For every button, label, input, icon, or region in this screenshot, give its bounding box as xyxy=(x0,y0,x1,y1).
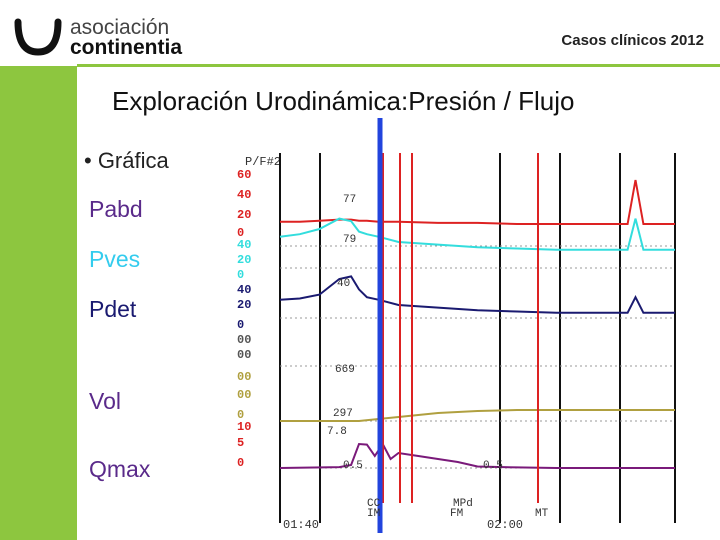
axis-tick-label: 00 xyxy=(237,388,251,402)
event-label: FM xyxy=(450,508,463,520)
chart-annotation: 297 xyxy=(333,408,353,420)
axis-tick-label: 0 xyxy=(237,268,244,282)
header-title: Casos clínicos 2012 xyxy=(561,32,704,49)
chart-annotation: 77 xyxy=(343,194,356,206)
urodynamic-chart: P/F#2 6040200402004020000000000010507779… xyxy=(237,118,676,533)
axis-tick-label: 0 xyxy=(237,226,244,240)
bullet-grafica: • Gráfica xyxy=(84,148,169,173)
axis-tick-label: 0 xyxy=(237,318,244,332)
logo-text-line2: continentia xyxy=(70,36,182,58)
axis-tick-label: 20 xyxy=(237,208,251,222)
x-tick-label: 01:40 xyxy=(283,518,319,532)
series-line-qmax xyxy=(279,442,675,469)
axis-tick-label: 00 xyxy=(237,333,251,347)
series-line-pdet xyxy=(279,275,675,314)
axis-tick-label: 00 xyxy=(237,348,251,362)
series-line-vol xyxy=(280,409,675,422)
event-label: CC xyxy=(367,498,381,510)
label-pdet: Pdet xyxy=(89,296,137,322)
chart-annotation: 7.8 xyxy=(327,426,347,438)
chart-header-label: P/F#2 xyxy=(245,155,281,169)
axis-tick-label: 10 xyxy=(237,420,251,434)
label-vol: Vol xyxy=(89,388,121,414)
axis-tick-label: 60 xyxy=(237,168,251,182)
chart-annotation: 0.5 xyxy=(343,460,363,472)
continentia-logo: asociación continentia xyxy=(14,16,182,58)
x-tick-label: 02:00 xyxy=(487,518,523,532)
axis-tick-label: 40 xyxy=(237,188,251,202)
axis-tick-label: 5 xyxy=(237,436,244,450)
axis-tick-label: 40 xyxy=(237,283,251,297)
axis-tick-label: 20 xyxy=(237,298,251,312)
chart-annotation: 40 xyxy=(337,278,350,290)
axis-tick-label: 0 xyxy=(237,456,244,470)
event-label: MT xyxy=(535,508,549,520)
axis-tick-label: 00 xyxy=(237,370,251,384)
logo-text-line1: asociación xyxy=(70,16,169,39)
series-line-pves xyxy=(279,217,675,251)
slide-title: Exploración Urodinámica:Presión / Flujo xyxy=(112,86,575,116)
axis-tick-label: 20 xyxy=(237,253,251,267)
chart-annotation: 0.5 xyxy=(483,460,503,472)
event-label: MPd xyxy=(453,498,473,510)
axis-tick-label: 40 xyxy=(237,238,251,252)
chart-annotation: 669 xyxy=(335,364,355,376)
axis-tick-label: 0 xyxy=(237,408,244,422)
chart-annotation: 79 xyxy=(343,234,356,246)
label-pves: Pves xyxy=(89,246,141,272)
event-label: IM xyxy=(367,508,380,520)
green-header-rule xyxy=(77,64,720,67)
green-sidebar xyxy=(0,66,77,540)
label-qmax: Qmax xyxy=(89,456,151,482)
label-pabd: Pabd xyxy=(89,196,143,222)
